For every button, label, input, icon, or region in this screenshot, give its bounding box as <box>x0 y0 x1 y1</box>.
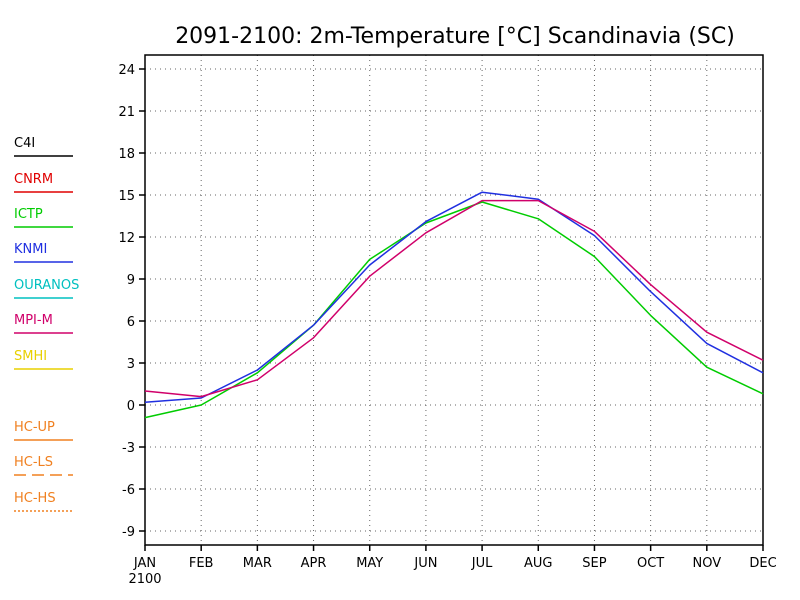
y-tick-label: 24 <box>118 63 135 78</box>
legend-label: KNMI <box>14 242 47 257</box>
grid-layer <box>145 55 763 545</box>
x-tick-label: AUG <box>524 556 552 571</box>
x-tick-label: JUL <box>471 556 493 571</box>
y-tick-label: -6 <box>122 483 135 498</box>
x-tick-label: NOV <box>693 556 722 571</box>
y-tick-label: 12 <box>118 231 135 246</box>
legend-label: HC-LS <box>14 455 53 470</box>
x-tick-label: APR <box>301 556 327 571</box>
x-tick-label: OCT <box>637 556 664 571</box>
legend-label: HC-UP <box>14 420 55 435</box>
y-tick-label: 18 <box>118 147 135 162</box>
x-tick-label: SEP <box>582 556 606 571</box>
legend-label: C4I <box>14 136 35 151</box>
y-tick-label: 3 <box>127 357 135 372</box>
y-tick-label: 6 <box>127 315 135 330</box>
x-tick-label: JUN <box>413 556 437 571</box>
y-axis: -9 -6 -3 0 3 6 9 12 15 18 21 24 <box>118 63 145 540</box>
x-tick-label: MAR <box>243 556 272 571</box>
legend-label: MPI-M <box>14 313 53 328</box>
legend-label: OURANOS <box>14 278 79 293</box>
series-line-mpi-m <box>144 199 764 398</box>
y-tick-label: 0 <box>127 399 135 414</box>
y-tick-label: 15 <box>118 189 135 204</box>
y-tick-label: 9 <box>127 273 135 288</box>
y-tick-label: 21 <box>118 105 135 120</box>
y-tick-label: -9 <box>122 525 135 540</box>
legend-label: HC-HS <box>14 491 56 506</box>
y-tick-label: -3 <box>122 441 135 456</box>
plot-frame <box>144 54 764 546</box>
x-tick-label: MAY <box>356 556 383 571</box>
x-axis-year-label: 2100 <box>128 572 161 587</box>
x-axis: JAN FEB MAR APR MAY JUN JUL AUG SEP OCT NOV DEC <box>133 545 777 571</box>
x-tick-label: DEC <box>749 556 776 571</box>
legend: C4I CNRM ICTP KNMI OURANOS MPI-M SMHI HC-UP HC-L… <box>14 136 79 512</box>
series-line-knmi <box>144 191 764 403</box>
x-tick-label: FEB <box>189 556 214 571</box>
chart-title: 2091-2100: 2m-Temperature [°C] Scandinav… <box>175 24 735 49</box>
legend-label: SMHI <box>14 349 47 364</box>
series-line-ictp <box>144 201 764 419</box>
series-layer <box>144 191 764 419</box>
legend-label: ICTP <box>14 207 43 222</box>
x-tick-label: JAN <box>133 556 156 571</box>
legend-label: CNRM <box>14 172 53 187</box>
